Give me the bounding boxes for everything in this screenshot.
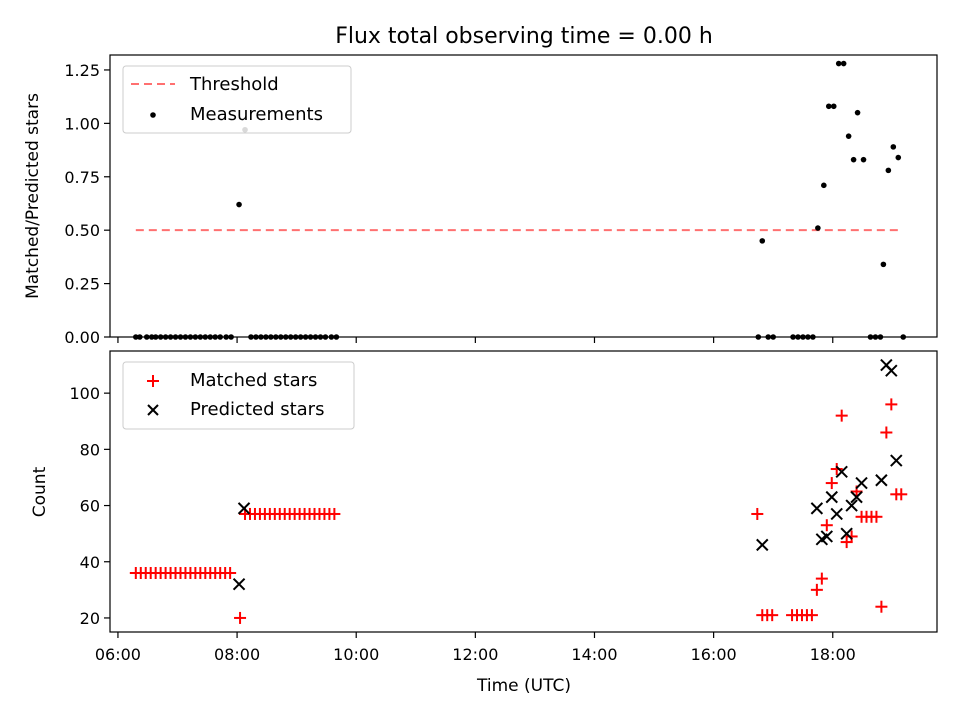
matched-star-point (845, 530, 858, 543)
matched-star-point (805, 609, 818, 622)
count-y-tick-label: 40 (80, 553, 100, 572)
count-y-ticks: 20 40 60 80 100 (69, 384, 110, 628)
measurement-point (880, 261, 887, 268)
predicted-star-point (830, 507, 843, 521)
ratio-y-tick-label: 0.50 (64, 221, 100, 240)
matched-star-point (751, 507, 764, 520)
matched-star-point (885, 398, 898, 411)
measurement-point (825, 103, 832, 110)
ratio-y-ticks: 0.00 0.25 0.50 0.75 1.00 1.25 (64, 61, 110, 347)
matched-star-point (820, 519, 833, 532)
count-y-axis-label: Count (30, 466, 50, 517)
x-tick-label: 06:00 (95, 645, 141, 664)
count-y-tick-label: 100 (69, 384, 100, 403)
ratio-y-tick-label: 1.00 (64, 114, 100, 133)
measurement-point (821, 182, 827, 189)
predicted-star-point (820, 530, 834, 543)
measurement-point (885, 167, 892, 174)
matched-star-point (880, 426, 893, 439)
matched-star-point (328, 507, 341, 520)
matched-star-point (895, 488, 908, 501)
predicted-star-point (845, 499, 858, 512)
predicted-star-point (840, 527, 853, 540)
measurement-point (835, 60, 842, 67)
matched-star-point (875, 600, 888, 613)
ratio-axes-frame (109, 54, 938, 338)
count-legend: Matched stars Predicted stars (122, 361, 355, 430)
matched-star-point (815, 572, 828, 585)
predicted-star-point (825, 490, 838, 504)
measurement-point (759, 238, 766, 244)
legend-predicted-marker (147, 404, 159, 416)
measurement-point (850, 156, 857, 163)
ratio-y-axis-label: Matched/Predicted stars (23, 93, 43, 299)
measurement-point (236, 201, 242, 208)
predicted-star-point (237, 502, 251, 515)
measurement-point (854, 109, 861, 116)
measurement-point (845, 133, 852, 139)
ratio-panel: 0.00 0.25 0.50 0.75 1.00 1.25 Matched/Predict… (23, 54, 938, 347)
predicted-star-point (890, 454, 903, 467)
count-axes-frame (109, 350, 938, 633)
predicted-star-point (810, 502, 824, 515)
predicted-star-point (835, 465, 848, 479)
legend-matched-marker (147, 375, 159, 387)
chart-title: Flux total observing time = 0.00 h (335, 24, 713, 49)
matched-star-point (234, 611, 247, 624)
legend-measurements-marker (150, 112, 156, 118)
legend-predicted-label: Predicted stars (190, 399, 324, 420)
count-x-ticks: 06:00 08:00 10:00 12:00 14:00 16:00 18:00 (95, 632, 856, 664)
predicted-star-point (232, 578, 246, 591)
legend-threshold-label: Threshold (189, 74, 279, 95)
count-y-tick-label: 20 (80, 609, 100, 628)
matched-star-point (870, 510, 883, 523)
measurement-point (840, 60, 847, 67)
ratio-y-tick-label: 0.25 (64, 275, 100, 294)
x-tick-label: 18:00 (810, 645, 856, 664)
predicted-star-point (756, 538, 769, 552)
matched-star-point (224, 566, 237, 579)
measurement-point (890, 144, 897, 150)
predicted-star-point (885, 364, 898, 377)
ratio-legend: Threshold Measurements (122, 65, 352, 134)
matched-star-point (835, 409, 848, 422)
x-tick-label: 10:00 (333, 645, 379, 664)
matched-star-point (830, 463, 843, 476)
matched-star-point (825, 477, 838, 490)
legend-matched-label: Matched stars (190, 370, 317, 391)
x-tick-label: 12:00 (452, 645, 498, 664)
matched-star-point (810, 583, 823, 596)
x-tick-label: 16:00 (691, 645, 737, 664)
ratio-y-tick-label: 0.00 (64, 328, 100, 347)
ratio-x-ticks (117, 337, 834, 343)
predicted-star-point (850, 490, 863, 504)
predicted-star-point (855, 476, 868, 490)
measurement-point (860, 156, 867, 163)
count-panel: 06:00 08:00 10:00 12:00 14:00 16:00 18:00 20 40… (30, 350, 938, 696)
x-axis-label: Time (UTC) (476, 676, 571, 696)
count-marks (129, 358, 908, 624)
ratio-y-tick-label: 1.25 (64, 61, 100, 80)
measurement-point (830, 103, 837, 110)
measurement-point (815, 225, 821, 231)
predicted-star-point (875, 474, 888, 487)
ratio-legend-box (122, 65, 352, 134)
count-y-tick-label: 60 (80, 497, 100, 516)
count-legend-box (122, 361, 355, 430)
matched-star-point (766, 609, 779, 622)
legend-measurements-label: Measurements (190, 104, 323, 125)
measurement-point (895, 154, 902, 161)
x-tick-label: 08:00 (214, 645, 260, 664)
count-y-tick-label: 80 (80, 440, 100, 459)
x-tick-label: 14:00 (571, 645, 617, 664)
ratio-y-tick-label: 0.75 (64, 168, 100, 187)
